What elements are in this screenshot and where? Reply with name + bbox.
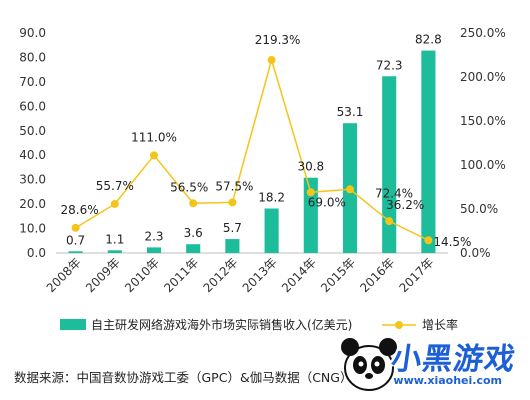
line-series: [71, 56, 433, 245]
growth-rate-line: [75, 57, 429, 241]
left-axis-tick-label: 70.0: [19, 75, 46, 89]
line-point: [306, 188, 315, 197]
x-axis-tick-label: 2014年: [279, 255, 319, 295]
legend-line-label: 增长率: [422, 317, 458, 332]
x-axis-tick-label: 2017年: [397, 255, 437, 295]
bar: [107, 250, 122, 253]
left-axis-tick-label: 0.0: [27, 246, 46, 260]
right-axis-tick-label: 100.0%: [460, 158, 506, 172]
bar: [264, 208, 279, 253]
legend-bar-label: 自主研发网络游戏海外市场实际销售收入(亿美元): [91, 317, 352, 332]
x-axis-tick-label: 2016年: [357, 255, 397, 295]
x-axis-tick-label: 2012年: [201, 255, 241, 295]
line-point: [228, 198, 237, 207]
left-axis-tick-label: 90.0: [19, 26, 46, 40]
right-axis-tick-label: 200.0%: [460, 70, 506, 84]
line-point: [267, 56, 276, 65]
left-axis-tick-label: 20.0: [19, 197, 46, 211]
bar: [225, 239, 240, 253]
bar: [146, 247, 162, 253]
bar: [421, 50, 436, 253]
bar: [68, 251, 83, 253]
line-data-label: 69.0%: [308, 195, 346, 209]
left-axis: 0.0 10.0 20.0 30.0 40.0 50.0 60.0 70.0 80.0 90.0: [19, 26, 448, 260]
line-data-label: 219.3%: [255, 33, 301, 47]
left-axis-tick-label: 50.0: [19, 124, 46, 138]
left-axis-tick-label: 30.0: [19, 173, 46, 187]
line-data-label: 111.0%: [131, 130, 177, 144]
x-axis-tick-label: 2011年: [161, 255, 201, 295]
legend-line-marker: [395, 321, 403, 329]
line-point: [424, 236, 433, 245]
line-data-label: 72.4%: [375, 186, 413, 200]
bar-data-label: 53.1: [337, 105, 364, 119]
x-axis-tick-label: 2008年: [44, 255, 84, 295]
line-point: [346, 185, 354, 194]
left-axis-tick-label: 40.0: [19, 148, 46, 162]
right-axis-tick-label: 250.0%: [460, 26, 506, 40]
bar-data-label: 3.6: [184, 226, 203, 240]
right-axis: 0.0% 50.0% 100.0% 150.0% 200.0% 250.0%: [460, 26, 506, 260]
bar: [382, 76, 397, 254]
legend-bar-swatch: [60, 319, 86, 330]
bar-data-labels: 0.7 1.1 2.3 3.6 5.7 18.2 30.8 53.1 72.3 82.8: [66, 33, 442, 248]
x-axis-tick-label: 2009年: [83, 255, 123, 295]
right-axis-tick-label: 50.0%: [460, 202, 498, 216]
bar-data-label: 1.1: [105, 232, 124, 246]
line-data-label: 57.5%: [215, 179, 253, 193]
right-axis-tick-label: 150.0%: [460, 114, 506, 128]
data-source: 数据来源：中国音数协游戏工委（GPC）&伽马数据（CNG）: [14, 370, 353, 385]
x-axis-tick-label: 2015年: [318, 255, 358, 295]
line-point: [71, 223, 80, 232]
bar-data-label: 5.7: [223, 221, 242, 235]
line-point: [150, 151, 158, 160]
line-data-label: 55.7%: [96, 179, 134, 193]
bar-data-label: 2.3: [144, 229, 163, 243]
bar-data-label: 0.7: [66, 233, 85, 247]
line-point: [189, 199, 198, 208]
line-data-label: 36.2%: [386, 198, 424, 212]
bar: [303, 177, 318, 253]
panda-mascot-icon: [341, 338, 397, 391]
line-data-label: 28.6%: [61, 203, 99, 217]
watermark: 小黑游戏 www.xiaohei.com: [334, 330, 524, 396]
line-data-label: 14.5%: [433, 235, 471, 249]
watermark-url: www.xiaohei.com: [393, 374, 502, 387]
line-data-labels: 28.6% 55.7% 111.0% 56.5% 57.5% 219.3% 69.0% 72.…: [61, 33, 472, 249]
line-point: [110, 199, 119, 208]
x-axis-ticks: 2008年 2009年 2010年 2011年 2012年 2013年 2014年 2015年…: [44, 255, 437, 295]
bar-series: [68, 50, 436, 254]
left-axis-tick-label: 10.0: [19, 222, 46, 236]
watermark-logo: 小黑游戏: [389, 342, 518, 377]
bar-data-label: 72.3: [376, 58, 403, 72]
x-axis-tick-label: 2013年: [240, 255, 280, 295]
bar: [186, 244, 201, 253]
legend: 自主研发网络游戏海外市场实际销售收入(亿美元) 增长率: [60, 317, 458, 332]
left-axis-tick-label: 80.0: [19, 50, 46, 64]
bar-data-label: 82.8: [415, 33, 442, 47]
line-data-label: 56.5%: [170, 180, 208, 194]
bar-data-label: 18.2: [258, 191, 285, 205]
bar-data-label: 30.8: [297, 160, 324, 174]
left-axis-tick-label: 60.0: [19, 99, 46, 113]
line-point: [385, 217, 394, 226]
x-axis-tick-label: 2010年: [122, 255, 162, 295]
right-axis-tick-label: 0.0%: [460, 246, 491, 260]
